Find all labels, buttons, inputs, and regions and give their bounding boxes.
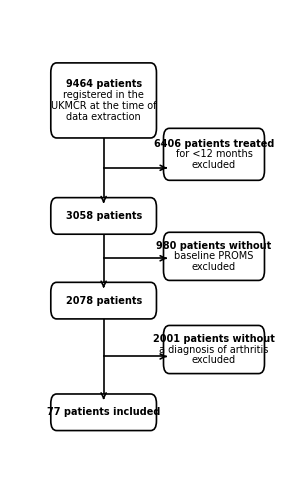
Text: excluded: excluded (192, 356, 236, 366)
Text: for <12 months: for <12 months (175, 150, 252, 160)
Text: 2078 patients: 2078 patients (65, 296, 142, 306)
Text: 9464 patients: 9464 patients (65, 80, 142, 90)
Text: 77 patients included: 77 patients included (47, 408, 160, 418)
FancyBboxPatch shape (164, 326, 265, 374)
FancyBboxPatch shape (51, 198, 156, 234)
FancyBboxPatch shape (51, 394, 156, 430)
Text: 3058 patients: 3058 patients (65, 211, 142, 221)
Text: data extraction: data extraction (66, 112, 141, 122)
Text: baseline PROMS: baseline PROMS (174, 252, 254, 262)
FancyBboxPatch shape (164, 232, 265, 280)
Text: 980 patients without: 980 patients without (156, 240, 271, 250)
Text: 2001 patients without: 2001 patients without (153, 334, 275, 344)
Text: excluded: excluded (192, 262, 236, 272)
Text: 6406 patients treated: 6406 patients treated (154, 138, 274, 148)
FancyBboxPatch shape (164, 128, 265, 180)
Text: registered in the: registered in the (63, 90, 144, 100)
Text: a diagnosis of arthritis: a diagnosis of arthritis (159, 344, 269, 354)
FancyBboxPatch shape (51, 282, 156, 319)
FancyBboxPatch shape (51, 63, 156, 138)
Text: UKMCR at the time of: UKMCR at the time of (51, 101, 156, 111)
Text: excluded: excluded (192, 160, 236, 170)
